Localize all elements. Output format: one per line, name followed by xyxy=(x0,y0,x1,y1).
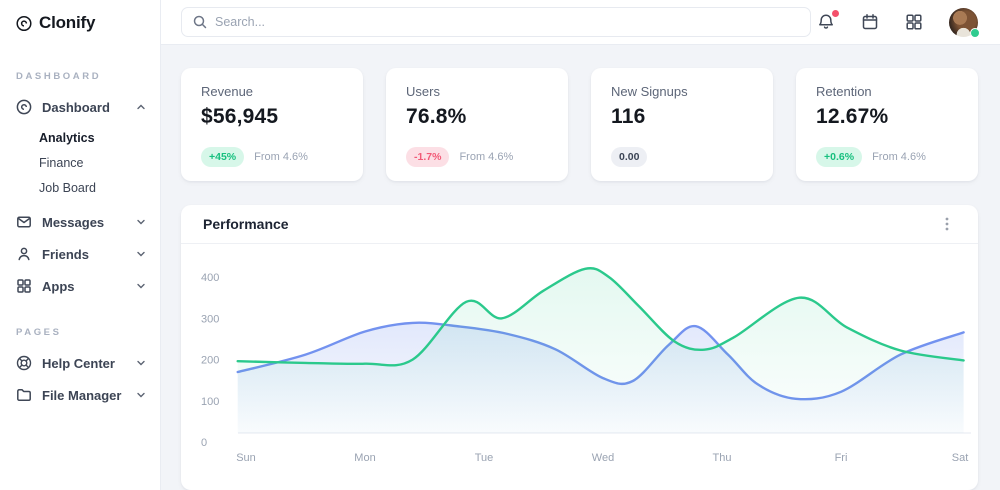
sidebar-item-file-manager[interactable]: File Manager xyxy=(0,379,160,411)
sidebar-item-label: Friends xyxy=(42,246,89,262)
sidebar-item-apps[interactable]: Apps xyxy=(0,270,160,302)
stat-label: Retention xyxy=(816,84,872,99)
sidebar-subitem-finance[interactable]: Finance xyxy=(39,155,84,170)
performance-card: Performance 0 100 200 300 400 Sun Mon Tue Wed Thu… xyxy=(181,205,978,490)
svg-text:Thu: Thu xyxy=(713,452,732,464)
sidebar: Clonify DASHBOARD Dashboard Analytics Fi… xyxy=(0,0,161,490)
stat-card-retention: Retention 12.67% +0.6% From 4.6% xyxy=(796,68,978,181)
stat-value: $56,945 xyxy=(201,105,279,128)
mail-icon xyxy=(16,214,32,230)
chevron-down-icon xyxy=(136,358,146,368)
svg-text:300: 300 xyxy=(201,313,219,325)
online-status-dot xyxy=(970,27,980,38)
stat-value: 76.8% xyxy=(406,105,467,128)
folder-icon xyxy=(16,387,32,403)
disc-icon xyxy=(16,99,32,115)
search-box[interactable] xyxy=(181,7,811,37)
svg-text:0: 0 xyxy=(201,437,207,449)
stat-value: 12.67% xyxy=(816,105,889,128)
svg-text:Mon: Mon xyxy=(354,452,375,464)
stat-label: Users xyxy=(406,84,440,99)
stat-card-new-signups: New Signups 116 0.00 xyxy=(591,68,773,181)
stats-row: Revenue $56,945 +45% From 4.6% Users 76.… xyxy=(181,68,978,181)
performance-area-chart: 0 100 200 300 400 Sun Mon Tue Wed Thu Fri Sat xyxy=(201,267,971,464)
sidebar-item-label: Messages xyxy=(42,214,105,230)
topbar xyxy=(161,0,1000,45)
stat-change-badge: +45% xyxy=(201,147,245,167)
stat-card-users: Users 76.8% -1.7% From 4.6% xyxy=(386,68,568,181)
stat-label: New Signups xyxy=(611,84,688,99)
user-icon xyxy=(16,246,32,262)
stat-note: From 4.6% xyxy=(254,151,308,163)
svg-text:Sat: Sat xyxy=(952,452,969,464)
calendar-icon[interactable] xyxy=(861,13,879,31)
main-content: Revenue $56,945 +45% From 4.6% Users 76.… xyxy=(161,0,1000,490)
brand-name: Clonify xyxy=(39,13,96,32)
chevron-down-icon xyxy=(136,390,146,400)
stat-note: From 4.6% xyxy=(459,151,514,163)
chevron-down-icon xyxy=(136,217,146,227)
sidebar-item-label: Dashboard xyxy=(42,99,110,115)
sidebar-dashboard-submenu: Analytics Finance Job Board xyxy=(0,123,160,206)
stat-change-badge: +0.6% xyxy=(816,147,863,167)
brand-logo[interactable]: Clonify xyxy=(0,0,160,46)
stat-change-badge: -1.7% xyxy=(406,147,450,167)
clonify-logo-icon xyxy=(16,15,32,32)
sidebar-item-messages[interactable]: Messages xyxy=(0,206,160,238)
svg-text:Fri: Fri xyxy=(835,452,848,464)
avatar[interactable] xyxy=(949,7,980,38)
stat-card-revenue: Revenue $56,945 +45% From 4.6% xyxy=(181,68,363,181)
svg-text:Sun: Sun xyxy=(236,452,256,464)
bell-icon[interactable] xyxy=(817,10,839,31)
sidebar-item-help-center[interactable]: Help Center xyxy=(0,347,160,379)
svg-text:100: 100 xyxy=(201,396,219,408)
stat-label: Revenue xyxy=(201,84,254,99)
search-icon xyxy=(193,15,207,29)
topbar-actions xyxy=(817,7,980,38)
sidebar-item-friends[interactable]: Friends xyxy=(0,238,160,270)
stat-change-badge: 0.00 xyxy=(611,147,648,167)
svg-text:400: 400 xyxy=(201,272,219,284)
sidebar-subitem-analytics[interactable]: Analytics xyxy=(39,130,95,145)
svg-text:Wed: Wed xyxy=(592,452,614,464)
sidebar-section-pages: PAGES xyxy=(16,327,62,338)
sidebar-item-label: Apps xyxy=(42,278,75,294)
stat-note: From 4.6% xyxy=(872,151,926,163)
svg-text:200: 200 xyxy=(201,355,219,367)
chart-title: Performance xyxy=(203,216,289,232)
apps-grid-icon[interactable] xyxy=(905,13,923,31)
chevron-up-icon xyxy=(136,102,146,112)
svg-text:Tue: Tue xyxy=(475,452,494,464)
kebab-menu-icon[interactable] xyxy=(938,214,956,234)
grid-icon xyxy=(16,278,32,294)
chevron-down-icon xyxy=(136,281,146,291)
sidebar-section-dashboard: DASHBOARD xyxy=(16,71,102,82)
search-input[interactable] xyxy=(215,15,799,29)
sidebar-item-label: File Manager xyxy=(42,387,122,403)
sidebar-item-label: Help Center xyxy=(42,355,115,371)
sidebar-subitem-job-board[interactable]: Job Board xyxy=(39,180,96,195)
chevron-down-icon xyxy=(136,249,146,259)
lifebuoy-icon xyxy=(16,355,32,371)
sidebar-item-dashboard[interactable]: Dashboard xyxy=(0,91,160,123)
notification-dot xyxy=(832,10,839,17)
stat-value: 116 xyxy=(611,105,646,128)
